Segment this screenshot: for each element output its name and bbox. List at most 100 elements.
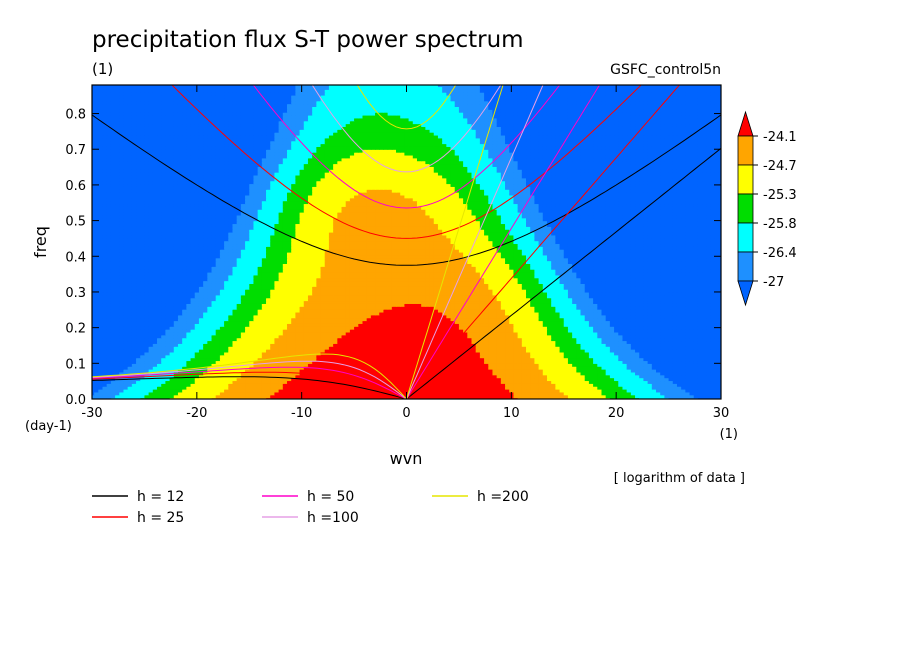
contour-cell: [635, 377, 640, 382]
contour-cell: [437, 369, 443, 373]
contour-cell: [173, 389, 179, 393]
contour-cell: [429, 380, 435, 384]
contour-cell: [660, 386, 665, 390]
contour-cell: [391, 394, 397, 399]
contour-cell: [110, 369, 116, 373]
contour-cell: [425, 391, 431, 396]
contour-cell: [299, 374, 305, 379]
contour-cell: [303, 369, 309, 373]
contour-cell: [337, 366, 343, 370]
contour-cell: [131, 360, 137, 364]
contour-cell: [240, 366, 246, 370]
contour-cell: [635, 383, 640, 387]
contour-cell: [232, 380, 238, 384]
contour-cell: [207, 380, 213, 384]
contour-cell: [232, 363, 238, 367]
contour-cell: [509, 374, 515, 379]
contour-cell: [236, 377, 242, 382]
contour-cell: [555, 380, 561, 384]
contour-cell: [488, 380, 494, 384]
contour-cell: [676, 369, 682, 373]
contour-cell: [203, 374, 208, 379]
contour-cell: [136, 369, 141, 373]
contour-cell: [702, 389, 707, 393]
contour-cell: [324, 366, 330, 370]
contour-cell: [442, 366, 447, 370]
contour-cell: [94, 386, 99, 390]
contour-cell: [425, 374, 431, 379]
contour-cell: [433, 377, 439, 382]
contour-cell: [266, 397, 271, 399]
contour-cell: [714, 369, 720, 373]
contour-cell: [446, 369, 452, 373]
contour-cell: [152, 383, 158, 387]
contour-cell: [614, 377, 619, 382]
contour-cell: [488, 371, 494, 376]
contour-cell: [656, 374, 661, 379]
contour-cell: [102, 377, 108, 382]
contour-cell: [446, 371, 452, 376]
contour-cell: [127, 366, 133, 370]
contour-cell: [236, 369, 242, 373]
contour-cell: [396, 383, 401, 387]
contour-cell: [291, 397, 296, 399]
contour-cell: [513, 369, 519, 373]
contour-cell: [706, 386, 712, 390]
contour-cell: [559, 394, 565, 399]
contour-cell: [685, 389, 691, 393]
contour-cell: [635, 389, 640, 393]
contour-cell: [622, 380, 628, 384]
contour-cell: [152, 394, 158, 399]
contour-cell: [127, 391, 133, 396]
contour-cell: [710, 363, 716, 367]
contour-cell: [647, 397, 653, 399]
contour-cell: [140, 397, 146, 399]
contour-cell: [307, 386, 313, 390]
contour-cell: [710, 369, 716, 373]
contour-cell: [509, 366, 515, 370]
contour-cell: [215, 391, 221, 396]
contour-cell: [157, 360, 162, 364]
contour-cell: [626, 383, 632, 387]
contour-cell: [597, 383, 603, 387]
contour-cell: [630, 389, 636, 393]
contour-cell: [198, 374, 204, 379]
contour-cell: [567, 386, 573, 390]
contour-cell: [400, 389, 405, 393]
contour-cell: [194, 377, 200, 382]
contour-cell: [316, 371, 322, 376]
contour-cell: [194, 383, 200, 387]
contour-cell: [161, 366, 166, 370]
contour-cell: [521, 391, 527, 396]
contour-cell: [718, 366, 721, 370]
contour-cell: [446, 374, 452, 379]
contour-cell: [190, 394, 196, 399]
contour-cell: [475, 374, 481, 379]
contour-cell: [140, 360, 146, 364]
contour-cell: [676, 380, 682, 384]
contour-cell: [601, 389, 607, 393]
contour-cell: [316, 366, 322, 370]
contour-cell: [157, 377, 162, 382]
contour-cell: [555, 371, 561, 376]
contour-cell: [148, 394, 154, 399]
contour-cell: [106, 380, 112, 384]
contour-cell: [106, 366, 112, 370]
contour-cell: [274, 369, 280, 373]
contour-cell: [337, 383, 343, 387]
contour-cell: [404, 377, 410, 382]
contour-cell: [387, 383, 393, 387]
contour-cell: [396, 377, 401, 382]
contour-cell: [282, 383, 288, 387]
contour-cell: [257, 389, 263, 393]
contour-cell: [270, 377, 276, 382]
contour-cell: [219, 377, 225, 382]
contour-cell: [601, 383, 607, 387]
contour-cell: [429, 366, 435, 370]
contour-cell: [270, 371, 276, 376]
contour-cell: [282, 394, 288, 399]
contour-cell: [324, 394, 330, 399]
contour-cell: [92, 371, 95, 376]
contour-cell: [618, 366, 624, 370]
contour-cell: [718, 380, 721, 384]
